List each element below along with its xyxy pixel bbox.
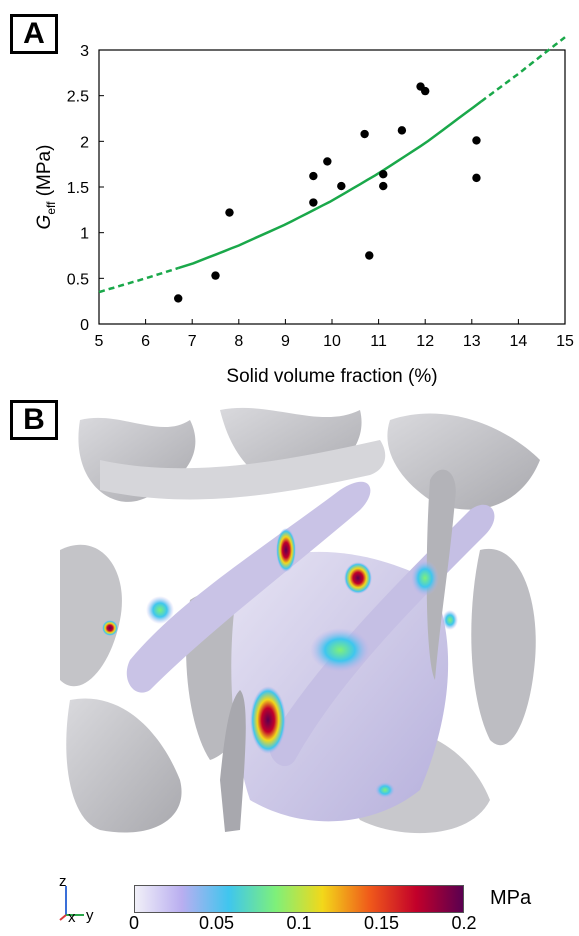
panel-label-a: A: [10, 14, 58, 54]
colorbar-tick-label: 0.2: [451, 913, 477, 933]
data-point: [421, 86, 430, 96]
y-axis-label-subscript: eff: [44, 201, 58, 215]
data-point: [472, 136, 481, 145]
plot-frame: [98, 49, 566, 325]
x-tick-label: 12: [416, 333, 434, 350]
scatter-chart: 5 6 7 8 9 10 11 12 13 14 15 0 0.5 1 1.5 2 2.5 3 Solid vol…: [34, 36, 574, 387]
x-tick-label: 11: [370, 333, 387, 350]
data-point: [323, 157, 332, 166]
data-point: [365, 251, 374, 260]
colorbar-tick-label: 0.1: [286, 913, 312, 933]
x-tick-label: 8: [234, 333, 243, 350]
colorbar-ticks: 0 0.05 0.1 0.15 0.2: [129, 913, 477, 935]
x-tick-label: 9: [281, 333, 290, 350]
x-tick-label: 13: [463, 333, 481, 350]
data-point: [225, 208, 234, 217]
y-tick-label: 0: [80, 317, 89, 334]
fit-curve-dashed-left: [98, 266, 179, 294]
data-point: [379, 170, 388, 179]
data-point: [309, 198, 318, 207]
y-tick-label: 2.5: [67, 89, 89, 106]
x-tick-label: 14: [510, 333, 528, 350]
y-tick-label: 1: [80, 226, 89, 243]
x-tick-label: 10: [323, 333, 341, 350]
triad-x-label: x: [68, 909, 76, 926]
y-axis-label: Geff (MPa): [34, 145, 58, 230]
data-point: [397, 126, 407, 135]
data-point: [309, 171, 318, 181]
stress-field-rendering: [60, 407, 540, 834]
colorbar: [134, 885, 464, 913]
data-point: [360, 129, 369, 139]
y-tick-label: 1.5: [67, 180, 89, 197]
x-axis-label: Solid volume fraction (%): [226, 366, 437, 387]
x-tick-label: 7: [188, 333, 197, 350]
colorbar-tick-label: 0.15: [363, 913, 400, 933]
axes-triad: z x y: [59, 873, 94, 926]
panel-label-b: B: [10, 400, 58, 440]
data-point: [379, 181, 388, 191]
data-point: [174, 294, 183, 303]
y-tick-label: 0.5: [67, 271, 89, 288]
triad-y-label: y: [86, 907, 94, 924]
y-tick-label: 2: [80, 134, 89, 151]
data-point: [337, 181, 346, 191]
colorbar-tick-label: 0.05: [198, 913, 235, 933]
x-tick-label: 5: [95, 333, 104, 350]
y-tick-label: 3: [80, 43, 89, 60]
colorbar-unit: MPa: [490, 887, 532, 909]
y-axis-label-unit: (MPa): [34, 145, 55, 202]
y-axis-label-symbol: G: [34, 215, 55, 230]
x-tick-label: 6: [141, 333, 150, 350]
fit-curve-solid: [177, 100, 482, 270]
x-tick-label: 15: [556, 333, 574, 350]
data-point: [211, 271, 220, 280]
fit-curve-dashed-right: [480, 36, 566, 103]
colorbar-tick-label: 0: [128, 913, 140, 933]
triad-z-label: z: [59, 873, 67, 890]
data-point: [472, 173, 481, 183]
